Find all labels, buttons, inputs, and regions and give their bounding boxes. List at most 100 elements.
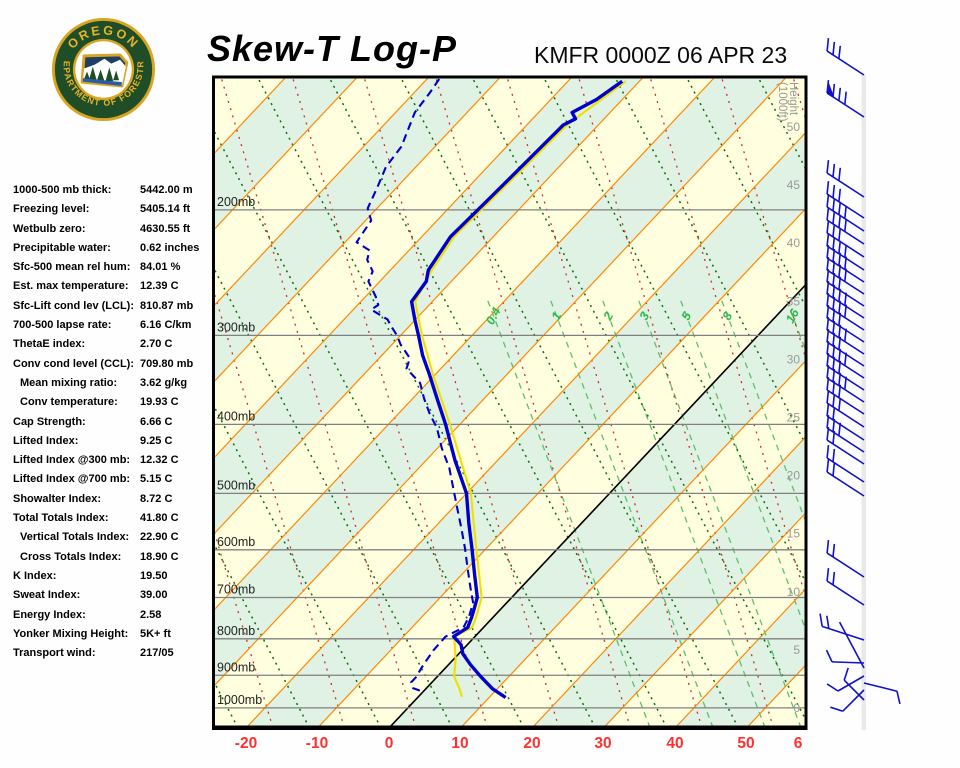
wind-barb-tick	[826, 540, 830, 554]
odf-logo: OREGON DEPARTMENT OF FORESTRY	[46, 8, 157, 123]
wind-barb-tick	[832, 236, 836, 250]
wind-barb-tick	[838, 252, 842, 266]
index-value: 5405.14 ft	[140, 203, 191, 216]
wind-barb-tick	[826, 329, 830, 343]
wind-barb-tick	[838, 360, 842, 374]
index-row: Lifted Index @700 mb: 5.15 C	[13, 473, 213, 492]
wind-barb-tick	[826, 427, 830, 441]
index-label: Sfc-Lift cond lev (LCL):	[13, 299, 134, 312]
index-value: 2.58	[140, 608, 162, 621]
height-tick-label: 15	[787, 527, 801, 541]
index-row: Vertical Totals Index: 22.90 C	[13, 531, 213, 550]
wind-barb-tick	[832, 462, 836, 476]
height-tick-label: 35	[787, 294, 801, 308]
index-label: Freezing level:	[13, 203, 90, 216]
temp-axis-label: 40	[666, 735, 683, 752]
temp-axis-label: 6	[794, 735, 803, 752]
wind-barb-staff	[826, 329, 865, 355]
wind-barb-tick	[826, 194, 830, 208]
wind-barb-staff	[826, 389, 865, 415]
index-row: K Index: 19.50	[13, 570, 213, 589]
pressure-label: 300mb	[217, 320, 255, 334]
index-row: Sfc-500 mean rel hum: 84.01 %	[13, 261, 213, 280]
wind-barb-tick	[838, 45, 842, 59]
wind-barb-tick	[832, 223, 836, 237]
wind-barb-tick	[832, 430, 836, 444]
wind-barb-tick	[830, 706, 844, 712]
wind-barb-staff	[842, 689, 865, 712]
pressure-label: 200mb	[217, 195, 255, 209]
index-label: Sweat Index:	[13, 589, 81, 602]
index-row: Sfc-Lift cond lev (LCL): 810.87 mb	[13, 300, 213, 319]
wind-barb-flag	[827, 81, 835, 98]
index-row: Lifted Index @300 mb: 12.32 C	[13, 454, 213, 473]
wind-barb-staff	[837, 675, 865, 692]
index-value: 810.87 mb	[140, 299, 194, 312]
index-value: 2.70 C	[140, 338, 173, 351]
wind-barb-staff	[826, 402, 865, 428]
index-value: 6.16 C/km	[140, 319, 192, 332]
height-tick-label: 40	[787, 236, 801, 250]
index-row: 700-500 lapse rate: 6.16 C/km	[13, 319, 213, 338]
indices-panel: 1000-500 mb thick: 5442.00 m Freezing leve…	[13, 184, 213, 666]
wind-barb-tick	[838, 264, 842, 278]
index-row: 1000-500 mb thick: 5442.00 m	[13, 184, 213, 203]
index-label: Vertical Totals Index:	[20, 531, 130, 544]
logo-state-scene	[80, 53, 129, 88]
wind-barb-tick	[825, 649, 833, 663]
wind-barb-staff	[826, 471, 865, 497]
index-label: Transport wind:	[13, 647, 96, 660]
index-label: Yonker Mixing Height:	[13, 627, 129, 640]
wind-barb-tick	[819, 613, 823, 627]
index-value: 8.72 C	[140, 492, 173, 505]
pressure-label: 800mb	[217, 624, 255, 638]
wind-barb-tick	[832, 284, 836, 298]
wind-barb-tick	[896, 691, 901, 705]
index-value: 84.01 %	[140, 261, 181, 274]
wind-barb-tick	[832, 571, 836, 585]
wind-barb-staff	[826, 439, 865, 465]
dry-adiabats	[213, 77, 806, 727]
temp-axis-labels: -20 -10 0 10 20 30 40 50 6	[235, 735, 803, 752]
wind-barb-tick	[826, 281, 830, 295]
index-value: 4630.55 ft	[140, 222, 191, 235]
water	[82, 78, 122, 87]
index-value: 0.62 inches	[140, 241, 200, 254]
wind-barb-tick	[832, 380, 836, 394]
index-label: Lifted Index:	[13, 434, 79, 447]
wind-barb-tick	[826, 683, 839, 692]
index-value: 6.66 C	[140, 415, 173, 428]
wind-barb-tick	[832, 418, 836, 432]
wind-barb-staff	[838, 621, 865, 669]
wind-barb-tick	[826, 341, 830, 355]
wind-barb-staff	[826, 580, 865, 606]
page-title: Skew-T Log-P	[207, 28, 458, 69]
pressure-label: 700mb	[217, 583, 255, 597]
height-tick-label: 5	[793, 643, 800, 657]
wind-barb-staff	[826, 377, 865, 403]
index-label: Est. max temperature:	[13, 280, 129, 293]
wind-barb-tick	[838, 336, 842, 350]
index-value: 39.00	[140, 589, 168, 602]
wind-barb-tick	[838, 384, 842, 398]
wind-barb-tick	[838, 300, 842, 314]
wind-barb-staff	[826, 457, 865, 483]
temp-axis-label: 50	[737, 735, 754, 752]
wind-barb-tick	[838, 214, 842, 228]
temp-axis-label: 0	[385, 735, 394, 752]
wind-barb-tick	[838, 324, 842, 338]
height-axis-title: Height	[787, 82, 799, 116]
temp-axis-label: -20	[235, 735, 257, 752]
wind-barb-tick	[838, 312, 842, 326]
zero-degree-isotherm	[388, 283, 806, 727]
wind-barb-tick	[832, 356, 836, 370]
index-label: Sfc-500 mean rel hum:	[13, 261, 131, 274]
wind-barb-tick	[838, 167, 842, 181]
index-row: Transport wind: 217/05	[13, 647, 213, 666]
wind-barb-tick	[844, 205, 847, 219]
wind-barb-tick	[826, 257, 830, 271]
dewpoint-trace	[355, 78, 475, 692]
wind-barb-tick	[844, 256, 847, 270]
wind-barb-tick	[826, 403, 830, 417]
